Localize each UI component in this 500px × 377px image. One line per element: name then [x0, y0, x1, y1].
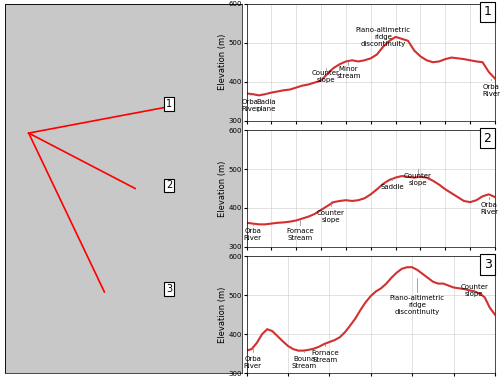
- Text: Fornace
Stream: Fornace Stream: [312, 350, 339, 363]
- Y-axis label: Elevation (m): Elevation (m): [218, 34, 228, 90]
- Y-axis label: Elevation (m): Elevation (m): [218, 287, 228, 343]
- Text: Minor
stream: Minor stream: [336, 66, 360, 79]
- Text: Counter
slope: Counter slope: [460, 284, 488, 297]
- Text: Saddle: Saddle: [380, 184, 404, 190]
- Text: Counter
slope: Counter slope: [404, 173, 432, 186]
- Text: 3: 3: [484, 258, 492, 271]
- Text: 1: 1: [484, 5, 492, 18]
- Text: Piano-altimetric
ridge
discontinuity: Piano-altimetric ridge discontinuity: [390, 295, 445, 315]
- Text: 2: 2: [166, 181, 172, 190]
- Text: Orba
River: Orba River: [241, 99, 259, 112]
- Text: Orba
River: Orba River: [244, 228, 262, 241]
- Text: Counter
slope: Counter slope: [317, 210, 345, 223]
- Text: Fornace
Stream: Fornace Stream: [286, 228, 314, 241]
- Text: Orba
River: Orba River: [480, 202, 498, 215]
- Text: Piano-altimetric
ridge
discontinuity: Piano-altimetric ridge discontinuity: [356, 27, 410, 47]
- Text: Orba
River: Orba River: [482, 84, 500, 97]
- Text: Orba
River: Orba River: [244, 356, 262, 369]
- Text: Badia
plane: Badia plane: [256, 99, 276, 112]
- Text: 3: 3: [166, 284, 172, 294]
- Text: Bouna
Stream: Bouna Stream: [292, 356, 317, 369]
- Text: 2: 2: [484, 132, 492, 145]
- Text: Counter
slope: Counter slope: [312, 70, 340, 83]
- Text: 1: 1: [166, 99, 172, 109]
- Y-axis label: Elevation (m): Elevation (m): [218, 160, 228, 217]
